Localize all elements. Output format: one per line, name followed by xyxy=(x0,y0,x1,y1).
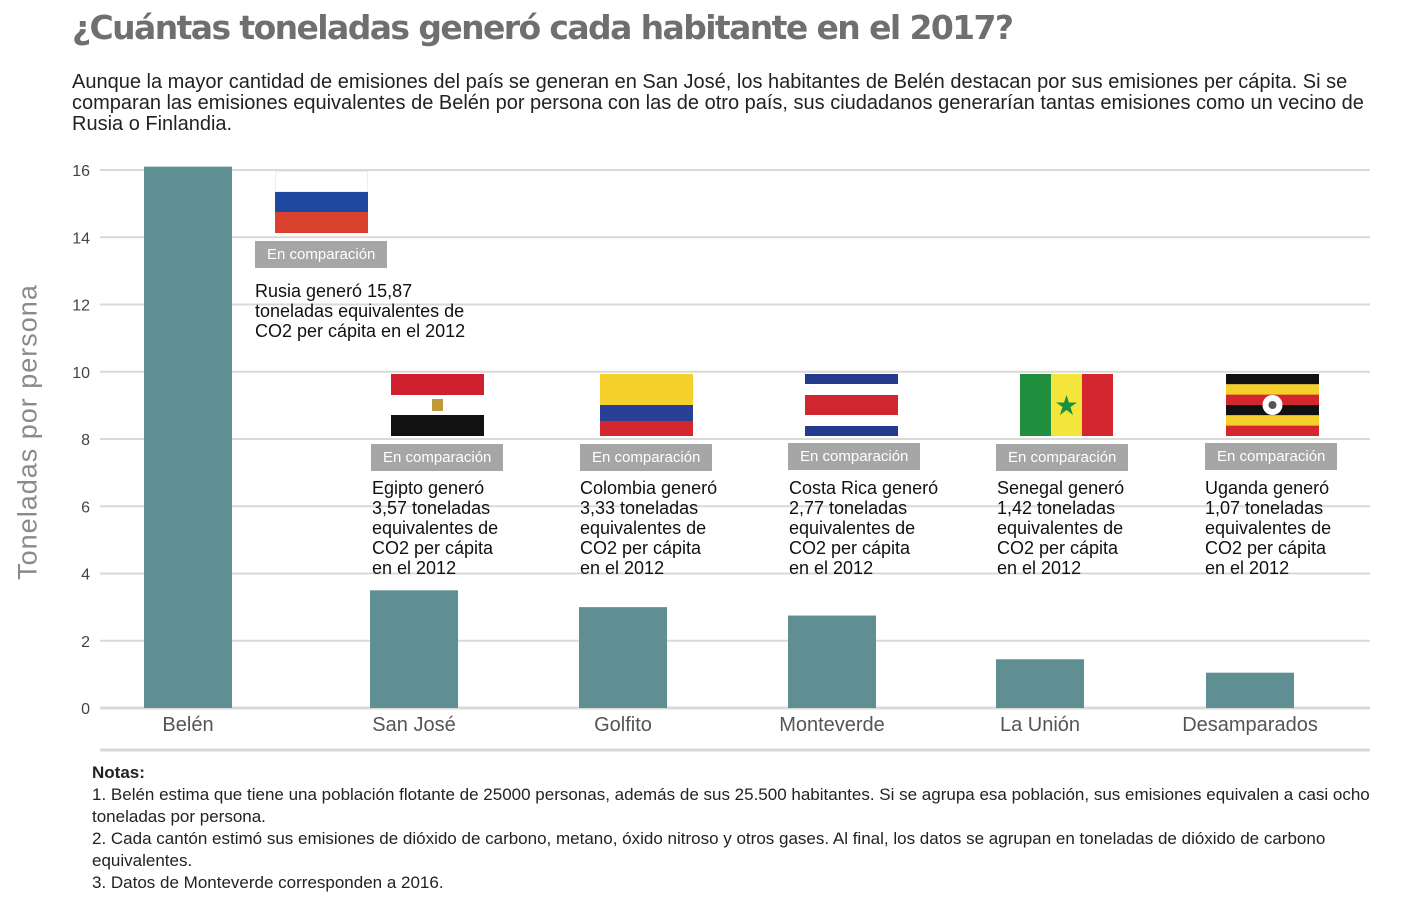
notes-title: Notas: xyxy=(92,763,145,782)
text-line: CO2 per cápita xyxy=(997,538,1119,558)
note-item: 1. Belén estima que tiene una población … xyxy=(92,785,1370,826)
text-line: 1,07 toneladas xyxy=(1205,498,1324,518)
y-tick-label: 14 xyxy=(72,230,90,247)
y-tick-labels: 0 2 4 6 8 10 12 14 16 xyxy=(72,163,90,718)
text-line: en el 2012 xyxy=(580,558,665,578)
text-line: CO2 per cápita xyxy=(372,538,494,558)
notes-section: Notas: 1. Belén estima que tiene una pob… xyxy=(92,762,1382,894)
egypt-flag-icon xyxy=(391,374,484,436)
comparison-badge: En comparación xyxy=(1205,443,1338,470)
text-line: Rusia generó 15,87 xyxy=(255,281,413,301)
comparison-text-egypt: Egipto generó 3,57 toneladas equivalente… xyxy=(372,478,498,578)
uganda-flag-icon xyxy=(1226,374,1319,436)
text-line: toneladas equivalentes de xyxy=(255,301,465,321)
text-line: Costa Rica generó xyxy=(789,478,939,498)
comparison-badge: En comparación xyxy=(255,241,388,268)
bar xyxy=(370,590,458,708)
y-tick-label: 4 xyxy=(81,567,90,584)
comparison-text-russia: Rusia generó 15,87 toneladas equivalente… xyxy=(255,281,465,341)
text-line: CO2 per cápita xyxy=(789,538,911,558)
bar xyxy=(996,659,1084,708)
x-category-label: Golfito xyxy=(594,714,652,736)
bar xyxy=(1206,672,1294,708)
text-line: en el 2012 xyxy=(372,558,457,578)
y-tick-label: 12 xyxy=(72,298,90,315)
x-category-label: Monteverde xyxy=(779,714,885,736)
comparison-text-costa-rica: Costa Rica generó 2,77 toneladas equival… xyxy=(789,478,938,578)
comparison-text-colombia: Colombia generó 3,33 toneladas equivalen… xyxy=(580,478,717,578)
text-line: 2,77 toneladas xyxy=(789,498,908,518)
colombia-flag-icon xyxy=(600,374,693,436)
text-line: CO2 per cápita xyxy=(580,538,702,558)
bar xyxy=(579,607,667,708)
text-line: en el 2012 xyxy=(789,558,874,578)
text-line: CO2 per cápita en el 2012 xyxy=(255,321,466,341)
text-line: Colombia generó xyxy=(580,478,718,498)
comparison-text-senegal: Senegal generó 1,42 toneladas equivalent… xyxy=(997,478,1124,578)
y-tick-label: 0 xyxy=(81,701,90,718)
bar xyxy=(144,166,232,708)
text-line: 3,33 toneladas xyxy=(580,498,699,518)
text-line: CO2 per cápita xyxy=(1205,538,1327,558)
text-line: Senegal generó xyxy=(997,478,1125,498)
y-tick-label: 8 xyxy=(81,432,90,449)
y-tick-label: 10 xyxy=(72,365,90,382)
comparison-badge: En comparación xyxy=(788,443,921,470)
text-line: equivalentes de xyxy=(372,518,499,538)
text-line: equivalentes de xyxy=(997,518,1124,538)
comparison-badge: En comparación xyxy=(580,444,713,471)
note-item: 3. Datos de Monteverde corresponden a 20… xyxy=(92,873,444,892)
x-category-label: San José xyxy=(372,714,455,736)
bar xyxy=(788,615,876,708)
text-line: en el 2012 xyxy=(997,558,1082,578)
text-line: equivalentes de xyxy=(1205,518,1332,538)
x-category-label: Belén xyxy=(162,714,213,736)
senegal-flag-icon xyxy=(1020,374,1113,436)
text-line: equivalentes de xyxy=(789,518,916,538)
text-line: Egipto generó xyxy=(372,478,485,498)
note-item: 2. Cada cantón estimó sus emisiones de d… xyxy=(92,829,1326,870)
grid-lines xyxy=(100,169,1370,752)
x-category-label: Desamparados xyxy=(1182,714,1318,736)
comparison-badge: En comparación xyxy=(371,444,504,471)
x-category-labels: Belén San José Golfito Monteverde La Unión De… xyxy=(162,714,1317,736)
comparison-text-uganda: Uganda generó 1,07 toneladas equivalente… xyxy=(1205,478,1331,578)
russia-flag-icon xyxy=(275,171,368,233)
text-line: 1,42 toneladas xyxy=(997,498,1116,518)
y-tick-label: 16 xyxy=(72,163,90,180)
bars xyxy=(144,166,1294,708)
text-line: Uganda generó xyxy=(1205,478,1330,498)
text-line: en el 2012 xyxy=(1205,558,1290,578)
page-subtitle: Aunque la mayor cantidad de emisiones de… xyxy=(72,71,1364,135)
page-title: ¿Cuántas toneladas generó cada habitante… xyxy=(72,8,1014,47)
comparison-badge: En comparación xyxy=(996,444,1129,471)
bar-chart: 0 2 4 6 8 10 12 14 16 Belén San José Golfito Montev… xyxy=(72,163,1370,752)
costa-rica-flag-icon xyxy=(805,374,898,436)
y-tick-label: 6 xyxy=(81,499,90,516)
y-tick-label: 2 xyxy=(81,634,90,651)
text-line: equivalentes de xyxy=(580,518,707,538)
text-line: 3,57 toneladas xyxy=(372,498,491,518)
x-category-label: La Unión xyxy=(1000,714,1080,736)
